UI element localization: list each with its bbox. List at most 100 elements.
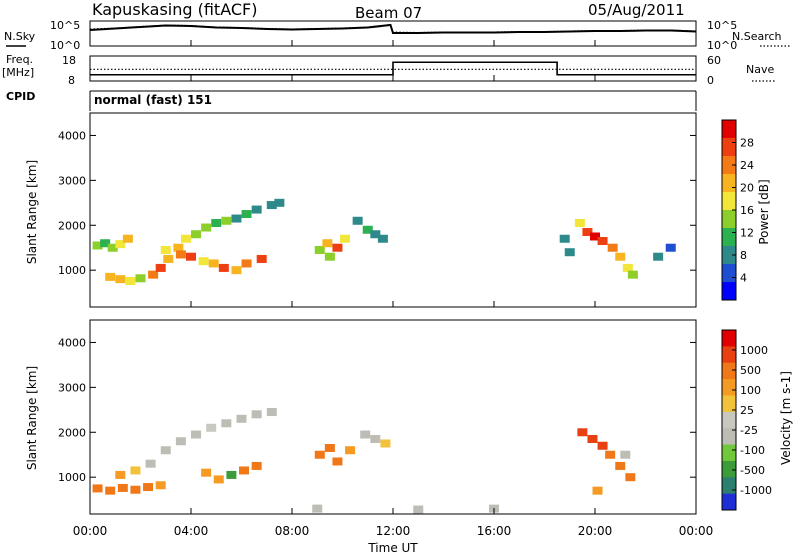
xaxis-label: Time UT (367, 541, 418, 554)
velocity-cell (587, 435, 598, 444)
power-cell (324, 252, 335, 261)
power-cell (615, 252, 626, 261)
xtick-label: 12:00 (376, 524, 411, 538)
velocity-colorbar-swatch (722, 493, 736, 511)
velocity-cell (105, 486, 116, 495)
power-colorbar-swatch (722, 174, 736, 193)
velocity-colorbar-tick-label: 25 (740, 404, 754, 417)
xtick-label: 04:00 (174, 524, 209, 538)
ytick-label: 2000 (58, 426, 86, 439)
power-colorbar-tick-label: 20 (740, 182, 754, 195)
power-cell (115, 240, 126, 249)
power-colorbar-swatch (722, 282, 736, 301)
velocity-cell (251, 410, 262, 419)
noise-left-label: N.Sky (4, 30, 36, 43)
power-cell (653, 252, 664, 261)
cpid-value: normal (fast) 151 (94, 93, 212, 107)
power-cell (241, 259, 252, 268)
power-cell (314, 245, 325, 254)
power-colorbar-swatch (722, 264, 736, 283)
freq-right-tick-bottom: 0 (707, 74, 714, 87)
noise-left-tick-bottom: 10^0 (50, 39, 80, 52)
power-cell (175, 250, 186, 259)
velocity-cell (324, 443, 335, 452)
velocity-cell (130, 466, 141, 475)
velocity-colorbar-swatch (722, 362, 736, 380)
power-cell (180, 234, 191, 243)
beam-title: Beam 07 (355, 4, 422, 22)
velocity-cell (577, 428, 588, 437)
velocity-cell (115, 470, 126, 479)
velocity-cell (345, 446, 356, 455)
velocity-colorbar-tick-label: 100 (740, 384, 761, 397)
power-cell (198, 257, 209, 266)
power-colorbar-swatch (722, 138, 736, 157)
velocity-cell (239, 466, 250, 475)
velocity-cell (251, 461, 262, 470)
velocity-colorbar-swatch (722, 411, 736, 429)
power-cell (590, 232, 600, 241)
noise-left-tick-top: 10^5 (50, 19, 80, 32)
power-cell (155, 263, 166, 272)
velocity-cell (597, 441, 608, 450)
power-cell (125, 276, 136, 285)
velocity-cell (155, 481, 166, 490)
velocity-cell (191, 430, 202, 439)
ytick-label: 3000 (58, 174, 86, 187)
xtick-label: 16:00 (477, 524, 512, 538)
velocity-colorbar-tick-label: -25 (740, 424, 758, 437)
velocity-cell (92, 484, 103, 493)
velocity-cell (213, 475, 224, 484)
power-colorbar-label: Power [dB] (757, 179, 771, 244)
power-cell (665, 243, 676, 252)
power-cell (340, 234, 351, 243)
power-cell (274, 198, 285, 207)
power-colorbar-tick-label: 28 (740, 137, 754, 150)
xtick-label: 08:00 (275, 524, 310, 538)
velocity-colorbar-swatch (722, 346, 736, 364)
power-colorbar-swatch (722, 192, 736, 211)
power-cell (92, 241, 103, 250)
cpid-label: CPID (6, 90, 35, 103)
power-colorbar-tick-label: 16 (740, 204, 754, 217)
power-cell (163, 254, 174, 263)
velocity-cell (314, 450, 325, 459)
freq-left-tick-top: 18 (62, 54, 76, 67)
power-cell (370, 230, 381, 239)
ytick-label: 1000 (58, 264, 86, 277)
power-cell (241, 210, 252, 219)
power-colorbar-swatch (722, 156, 736, 175)
power-panel-frame (89, 112, 697, 308)
power-colorbar-tick-label: 24 (740, 159, 754, 172)
velocity-colorbar-tick-label: -500 (740, 464, 765, 477)
freq-left-label-1: Freq. (6, 53, 33, 66)
date-title: 05/Aug/2011 (588, 1, 685, 19)
power-cell (221, 216, 232, 225)
freq-right-label: Nave (746, 63, 774, 76)
power-cell (582, 228, 593, 237)
power-cell (256, 254, 267, 263)
freq-line (90, 61, 696, 76)
velocity-colorbar-swatch (722, 460, 736, 478)
power-cell (574, 219, 585, 228)
velocity-cell (206, 423, 217, 432)
power-cell (377, 234, 388, 243)
velocity-cell (625, 473, 636, 482)
velocity-cell (145, 459, 156, 468)
power-cell (135, 274, 146, 283)
freq-right-tick-top: 60 (707, 54, 721, 67)
velocity-cell (380, 439, 391, 448)
velocity-cell (130, 485, 141, 494)
power-cell (362, 225, 373, 234)
power-colorbar-tick-label: 8 (740, 249, 747, 262)
ytick-label: 1000 (58, 471, 86, 484)
velocity-cell (413, 505, 424, 514)
power-cell (607, 243, 618, 252)
power-colorbar-swatch (722, 120, 736, 139)
noise-right-tick-top: 10^5 (707, 19, 737, 32)
power-cell (322, 239, 333, 248)
power-ylabel: Slant Range [km] (25, 160, 39, 264)
station-title: Kapuskasing (fitACF) (92, 0, 257, 19)
power-cell (105, 272, 116, 281)
power-cell (191, 230, 202, 239)
